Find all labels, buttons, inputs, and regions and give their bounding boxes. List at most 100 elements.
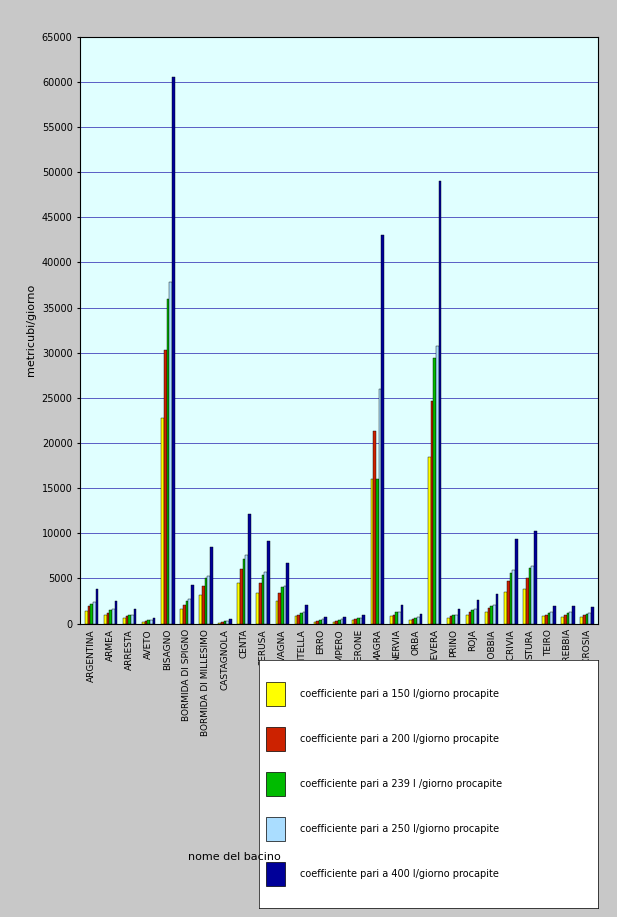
Text: nome del bacino: nome del bacino: [188, 853, 281, 862]
Bar: [545, 614, 548, 624]
Bar: [128, 615, 131, 624]
Bar: [515, 538, 518, 624]
Bar: [297, 614, 300, 624]
Bar: [561, 617, 564, 624]
Bar: [266, 726, 284, 751]
Bar: [284, 586, 286, 624]
Bar: [336, 621, 338, 624]
Bar: [266, 817, 284, 842]
Bar: [186, 601, 188, 624]
Bar: [466, 614, 469, 624]
Bar: [491, 605, 493, 624]
Bar: [512, 570, 515, 624]
Bar: [93, 602, 96, 624]
Bar: [188, 599, 191, 624]
Bar: [266, 681, 284, 706]
Bar: [150, 620, 153, 624]
Bar: [452, 615, 455, 624]
Bar: [191, 585, 194, 624]
Bar: [360, 618, 362, 624]
Bar: [581, 617, 583, 624]
Bar: [305, 604, 308, 624]
Bar: [523, 590, 526, 624]
Bar: [226, 621, 229, 624]
Bar: [338, 620, 341, 624]
Bar: [395, 613, 398, 624]
Y-axis label: metricubi/giorno: metricubi/giorno: [26, 284, 36, 376]
Bar: [267, 541, 270, 624]
Bar: [343, 617, 346, 624]
Bar: [88, 606, 90, 624]
Bar: [161, 418, 164, 624]
Bar: [381, 236, 384, 624]
Bar: [205, 579, 207, 624]
Bar: [147, 621, 150, 624]
Bar: [550, 612, 553, 624]
Bar: [564, 614, 566, 624]
Bar: [145, 621, 147, 624]
Bar: [294, 616, 297, 624]
Bar: [242, 558, 246, 624]
Bar: [300, 613, 302, 624]
Bar: [313, 622, 317, 624]
Text: coefficiente pari a 400 l/giorno procapite: coefficiente pari a 400 l/giorno procapi…: [300, 869, 499, 879]
Bar: [488, 608, 491, 624]
Bar: [531, 566, 534, 624]
Bar: [504, 592, 507, 624]
Bar: [169, 282, 172, 624]
Bar: [409, 620, 412, 624]
Bar: [266, 771, 284, 796]
Bar: [485, 612, 488, 624]
Bar: [85, 611, 88, 624]
Bar: [398, 612, 400, 624]
Bar: [436, 347, 439, 624]
Bar: [317, 621, 319, 624]
Bar: [341, 620, 343, 624]
Bar: [199, 594, 202, 624]
Bar: [104, 615, 107, 624]
Bar: [433, 359, 436, 624]
Bar: [238, 583, 240, 624]
Bar: [477, 600, 479, 624]
Bar: [321, 620, 325, 624]
Bar: [229, 619, 232, 624]
Bar: [379, 389, 381, 624]
Bar: [455, 614, 458, 624]
Bar: [107, 613, 109, 624]
Bar: [428, 457, 431, 624]
Bar: [526, 578, 529, 624]
Bar: [414, 618, 417, 624]
Bar: [257, 593, 259, 624]
Bar: [246, 555, 248, 624]
Bar: [566, 613, 569, 624]
Bar: [262, 575, 265, 624]
Bar: [180, 609, 183, 624]
Bar: [109, 610, 112, 624]
Bar: [493, 604, 496, 624]
Bar: [542, 616, 545, 624]
Bar: [333, 622, 336, 624]
Bar: [458, 609, 460, 624]
Bar: [371, 479, 373, 624]
Bar: [583, 615, 586, 624]
Bar: [447, 618, 450, 624]
Bar: [126, 616, 128, 624]
Bar: [134, 609, 136, 624]
Bar: [569, 613, 572, 624]
Bar: [496, 594, 499, 624]
Bar: [553, 605, 556, 624]
Bar: [376, 479, 379, 624]
Bar: [302, 612, 305, 624]
Bar: [474, 609, 477, 624]
Bar: [507, 581, 510, 624]
Bar: [240, 569, 242, 624]
Text: coefficiente pari a 150 l/giorno procapite: coefficiente pari a 150 l/giorno procapi…: [300, 689, 499, 699]
Bar: [325, 617, 327, 624]
Bar: [183, 604, 186, 624]
Bar: [373, 431, 376, 624]
Bar: [354, 619, 357, 624]
Bar: [471, 610, 474, 624]
Bar: [96, 590, 98, 624]
Bar: [591, 607, 594, 624]
Bar: [167, 299, 169, 624]
